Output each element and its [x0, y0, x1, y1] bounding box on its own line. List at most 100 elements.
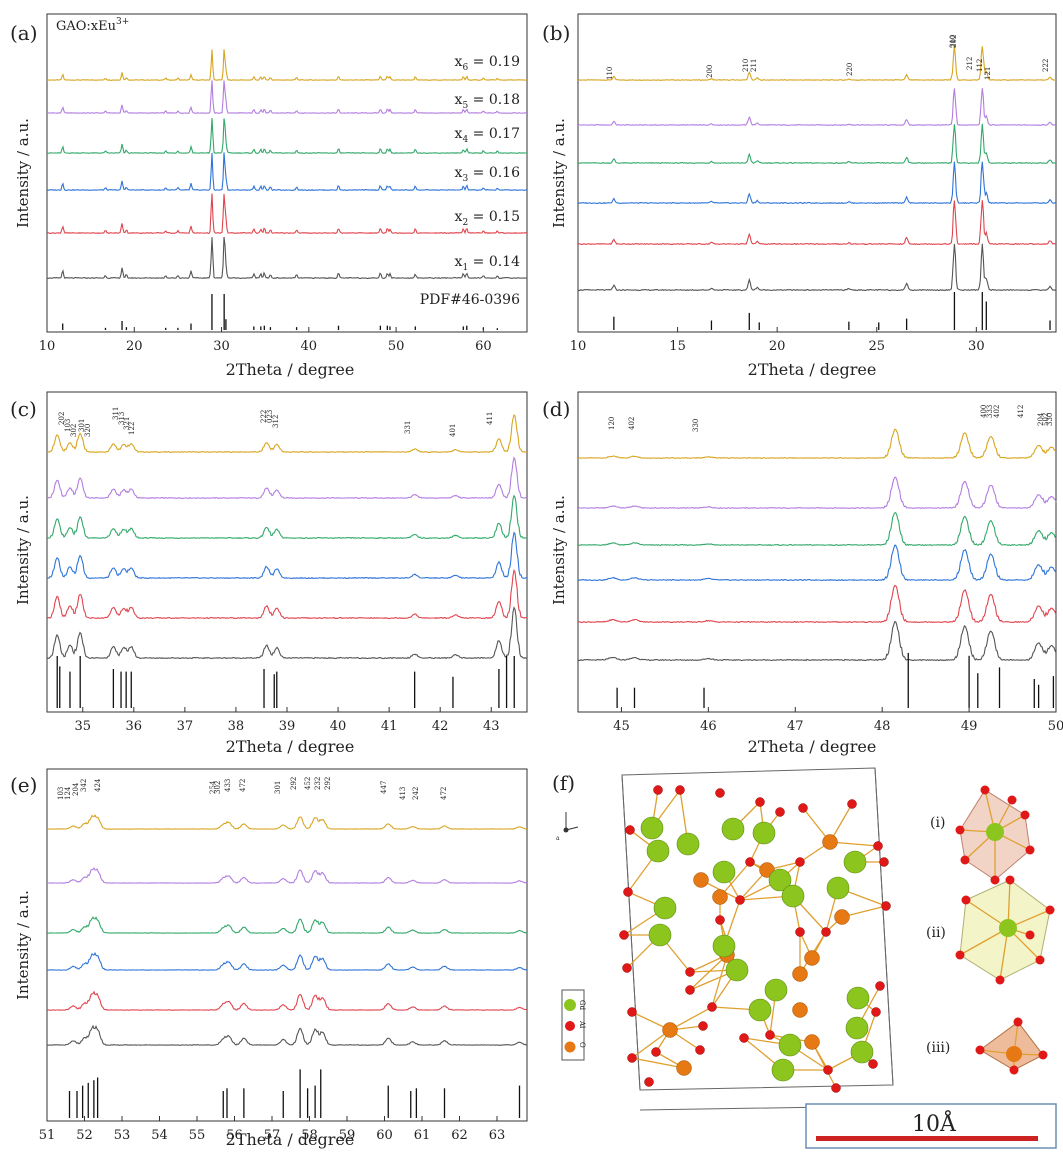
oxygen-atom	[1025, 845, 1035, 855]
hkl-label: 313	[118, 412, 126, 425]
x-tick-label: 30	[968, 339, 985, 354]
hkl-label: 220	[846, 63, 854, 76]
hkl-label: 452	[304, 777, 312, 790]
series-line-2	[46, 568, 528, 620]
oxygen-atom	[1009, 1065, 1019, 1075]
panel-e-curves	[46, 814, 528, 1118]
oxygen-atom	[960, 855, 970, 865]
series-label: x4 = 0.17	[455, 126, 520, 145]
panel-d-ylabel: Intensity / a.u.	[550, 495, 568, 605]
bond	[669, 1006, 713, 1031]
series-line-3	[577, 544, 1057, 582]
oxygen-atom	[875, 981, 885, 991]
polyhedron-iii: (iii)	[926, 1017, 1048, 1075]
series-line-3	[46, 951, 528, 971]
panel-d-curves	[577, 428, 1057, 708]
series-line-4	[47, 117, 527, 154]
hkl-label: 110	[606, 67, 614, 80]
gadolinium-atom	[721, 817, 745, 841]
panel-e-xlabel: 2Theta / degree	[226, 1130, 355, 1149]
oxygen-atom	[1045, 905, 1055, 915]
hkl-label: 120	[608, 417, 616, 430]
legend-o-label: O	[578, 1042, 586, 1048]
hkl-label: 301	[274, 781, 282, 794]
x-tick-label: 20	[769, 339, 786, 354]
panel-e-frame	[46, 768, 528, 1122]
x-tick-label: 41	[381, 719, 398, 734]
aluminum-atom	[834, 909, 850, 925]
gadolinium-atom	[748, 998, 772, 1022]
gadolinium-atom	[846, 986, 870, 1010]
hkl-label: 292	[290, 777, 298, 790]
center-atom	[986, 823, 1004, 841]
hkl-label: 204	[72, 782, 80, 796]
x-tick-label: 53	[114, 1128, 131, 1143]
x-tick-label: 43	[483, 719, 500, 734]
panel-d-xticks: 45 46 47 48 49 50	[613, 707, 1063, 734]
hkl-label: 312	[272, 415, 280, 428]
panel-c-curves	[46, 414, 528, 708]
panel-c-ylabel: Intensity / a.u.	[14, 495, 32, 605]
series-line-4	[46, 494, 527, 540]
center-atom	[1006, 1046, 1022, 1062]
x-tick-label: 42	[432, 719, 449, 734]
series-line-2	[577, 200, 1057, 246]
hkl-label: 433	[224, 779, 232, 792]
oxygen-atom	[821, 927, 831, 937]
hkl-label: 302	[70, 424, 78, 437]
aluminum-atom	[822, 834, 838, 850]
oxygen-atom	[715, 915, 725, 925]
gadolinium-atom	[781, 884, 805, 908]
x-tick-label: 61	[414, 1128, 431, 1143]
oxygen-atom	[715, 788, 725, 798]
panel-b-ylabel: Intensity / a.u.	[550, 118, 568, 228]
hkl-label: 301	[78, 419, 86, 432]
hkl-label: 103	[57, 787, 65, 800]
scale-bar-label: 10Å	[912, 1109, 957, 1137]
oxygen-atom	[675, 785, 685, 795]
hkl-label: 320	[84, 424, 92, 437]
x-tick-label: 59	[339, 1128, 356, 1143]
legend-al-label: Al	[578, 1020, 586, 1029]
aluminum-atom	[693, 872, 709, 888]
gadolinium-atom	[712, 934, 736, 958]
oxygen-atom	[847, 799, 857, 809]
oxygen-atom	[795, 927, 805, 937]
series-line-5	[577, 476, 1057, 510]
bond	[631, 1057, 685, 1069]
x-tick-label: 48	[874, 719, 891, 734]
oxygen-atom	[653, 785, 663, 795]
hkl-label: 202	[950, 35, 958, 48]
panel-a-series-labels: x6 = 0.19 x5 = 0.18 x4 = 0.17 x3 = 0.16 x2 =…	[455, 54, 521, 273]
series-line-2	[577, 584, 1057, 624]
polyhedron-i: (i)	[930, 785, 1035, 885]
oxygen-atom	[871, 1007, 881, 1017]
panel-b-xticks: 10 15 20 25 30	[570, 327, 985, 354]
legend-gd-icon	[564, 999, 576, 1011]
panel-a-composition: GAO:xEu3+	[56, 17, 129, 34]
series-line-1	[46, 606, 528, 660]
hkl-label: 023	[266, 410, 274, 423]
panel-c-label: (c)	[10, 397, 37, 421]
x-tick-label: 54	[151, 1128, 168, 1143]
hkl-label: 330	[1046, 413, 1054, 426]
polyhedron-ii-label: (ii)	[926, 925, 946, 941]
hkl-label: 242	[412, 787, 420, 800]
legend-o-icon	[565, 1021, 575, 1031]
gadolinium-atom	[676, 832, 700, 856]
series-label: x5 = 0.18	[455, 92, 520, 111]
aluminum-atom	[662, 1022, 678, 1038]
series-label: x1 = 0.14	[455, 254, 521, 273]
aluminum-atom	[804, 950, 820, 966]
oxygen-atom	[619, 930, 629, 940]
hkl-label: 333	[986, 405, 994, 418]
series-line-3	[577, 161, 1057, 205]
gadolinium-atom	[843, 850, 867, 874]
bond	[711, 954, 728, 1008]
oxygen-atom	[1005, 875, 1015, 885]
polyhedron-i-label: (i)	[930, 815, 945, 831]
x-tick-label: 45	[613, 719, 630, 734]
